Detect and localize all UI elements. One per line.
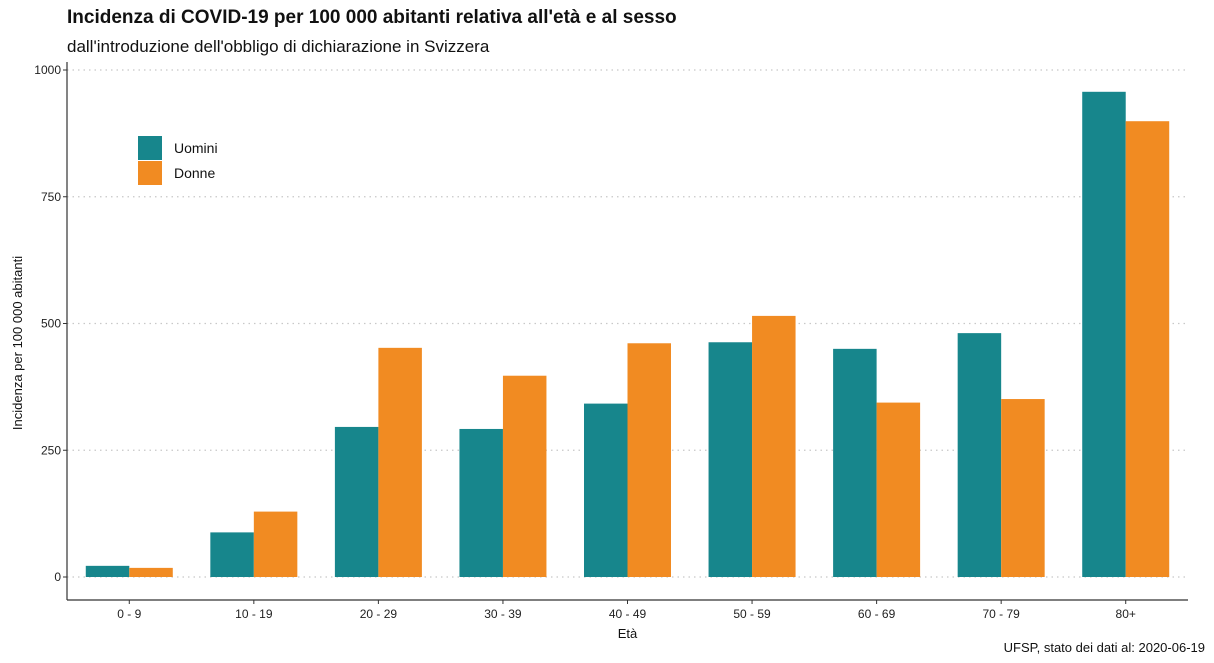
x-tick-label: 60 - 69 (858, 607, 896, 621)
y-tick-label: 750 (41, 190, 61, 204)
data-source-caption: UFSP, stato dei dati al: 2020-06-19 (1003, 640, 1205, 655)
bar-uomini-5 (708, 342, 753, 577)
bar-donne-8 (1125, 121, 1170, 577)
bar-donne-6 (876, 402, 921, 577)
y-tick-label: 1000 (34, 63, 61, 77)
legend-swatch-uomini (138, 136, 162, 160)
x-tick-label: 50 - 59 (733, 607, 771, 621)
bar-uomini-0 (85, 565, 130, 577)
x-axis-title: Età (618, 626, 638, 641)
x-tick-label: 30 - 39 (484, 607, 522, 621)
y-tick-label: 500 (41, 317, 61, 331)
y-tick-label: 250 (41, 443, 61, 457)
x-tick-label: 40 - 49 (609, 607, 647, 621)
bar-uomini-6 (833, 348, 877, 577)
legend-label-donne: Donne (174, 165, 215, 181)
y-axis-title: Incidenza per 100 000 abitanti (10, 256, 25, 430)
y-tick-label: 0 (54, 570, 61, 584)
bar-uomini-8 (1082, 91, 1126, 578)
legend-swatch-donne (138, 161, 162, 185)
x-tick-label: 70 - 79 (982, 607, 1020, 621)
bar-uomini-3 (459, 428, 503, 577)
x-tick-label: 80+ (1116, 607, 1136, 621)
bar-uomini-4 (584, 403, 628, 577)
bar-uomini-1 (210, 532, 254, 577)
bar-donne-0 (129, 567, 173, 577)
x-tick-label: 20 - 29 (360, 607, 398, 621)
chart-title: Incidenza di COVID-19 per 100 000 abitan… (67, 7, 677, 28)
tick-labels: 0 250 500 750 1000 0 - 9 10 - 19 20 - 29 30 - 39… (34, 63, 1136, 621)
bar-donne-2 (378, 347, 422, 577)
axes (63, 62, 1188, 604)
bar-donne-3 (502, 375, 547, 577)
legend-label-uomini: Uomini (174, 140, 218, 156)
bar-uomini-7 (957, 333, 1002, 577)
chart-subtitle: dall'introduzione dell'obbligo di dichia… (67, 37, 490, 56)
bar-donne-7 (1001, 399, 1045, 577)
bar-donne-4 (627, 343, 671, 577)
legend: Uomini Donne (138, 136, 218, 185)
bar-donne-1 (253, 511, 298, 577)
x-tick-label: 10 - 19 (235, 607, 273, 621)
bar-donne-5 (752, 315, 796, 577)
bar-uomini-2 (334, 426, 379, 577)
bars (85, 91, 1170, 578)
x-tick-label: 0 - 9 (117, 607, 141, 621)
